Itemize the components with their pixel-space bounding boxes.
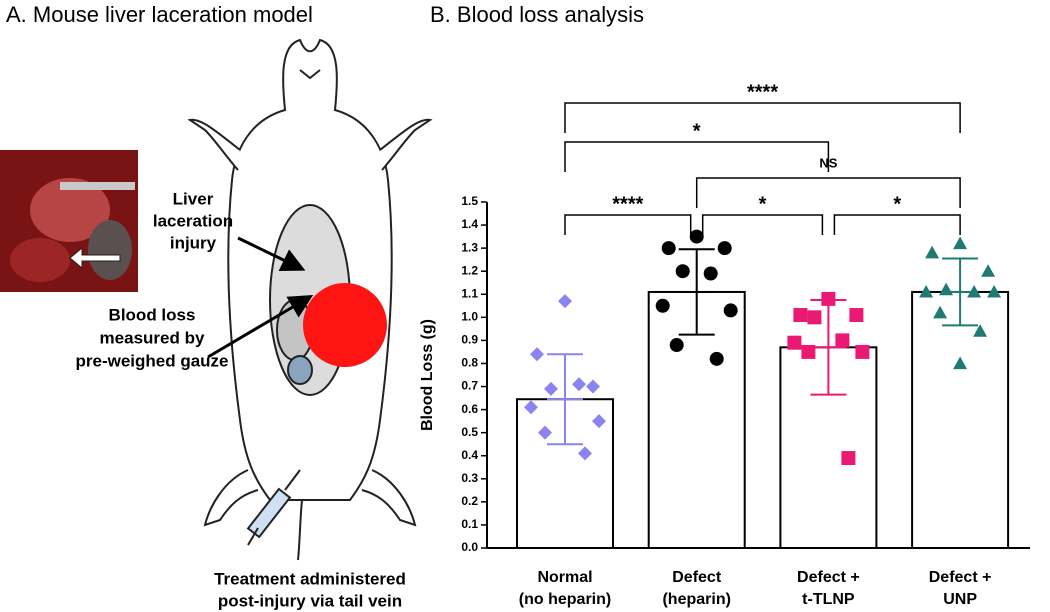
treatment-label: Treatment administered <box>214 569 406 588</box>
point <box>578 446 592 461</box>
significance-label: * <box>759 193 767 215</box>
y-tick-label: 1.4 <box>461 217 478 231</box>
point <box>987 284 1002 298</box>
point <box>841 451 856 466</box>
y-tick-label: 0.5 <box>461 425 478 439</box>
point <box>981 264 996 277</box>
bar <box>911 290 1010 549</box>
x-tick-label: t-TLNP <box>802 591 855 608</box>
point <box>939 282 954 296</box>
y-tick-label: 0.4 <box>461 448 478 462</box>
y-tick-label: 1.2 <box>461 263 478 277</box>
significance-bracket <box>701 214 824 235</box>
x-tick-label: Normal <box>537 569 592 586</box>
gauze-label: pre-weighed gauze <box>75 351 228 370</box>
point <box>530 347 544 362</box>
injury-label: injury <box>170 233 217 252</box>
y-axis-label: Blood Loss (g) <box>419 319 436 431</box>
point <box>835 333 850 348</box>
point <box>821 291 836 306</box>
point <box>801 344 816 359</box>
y-tick-label: 0.8 <box>461 356 478 370</box>
x-tick-label: Defect + <box>929 569 992 586</box>
gauze <box>303 283 387 367</box>
point <box>723 303 738 318</box>
panel-a-title: A. Mouse liver laceration model <box>6 2 313 27</box>
significance-bracket <box>564 214 692 235</box>
point <box>953 356 968 370</box>
point <box>855 344 870 359</box>
point <box>709 351 724 366</box>
point <box>572 377 586 392</box>
point <box>538 425 552 440</box>
point <box>807 310 822 325</box>
point <box>933 305 948 319</box>
significance-label: * <box>693 120 701 142</box>
point <box>793 308 808 323</box>
gauze-arrow <box>207 294 314 359</box>
significance-bracket <box>564 102 961 133</box>
significance-bracket <box>564 141 830 172</box>
y-tick-label: 1.5 <box>461 194 478 208</box>
significance-label: **** <box>612 193 643 215</box>
injury-label: laceration <box>153 211 233 230</box>
y-tick-label: 0.1 <box>461 517 478 531</box>
point <box>586 379 600 394</box>
point <box>717 241 732 256</box>
x-tick-label: Defect <box>672 569 722 586</box>
treatment-label: post-injury via tail vein <box>218 591 402 610</box>
chart-title: B. Blood loss analysis <box>430 2 644 27</box>
x-tick-label: UNP <box>943 591 977 608</box>
point <box>558 294 572 309</box>
point <box>669 338 684 353</box>
point <box>524 400 538 415</box>
injury-label: Liver <box>173 189 214 208</box>
y-tick-label: 0.0 <box>461 540 478 554</box>
y-tick-label: 0.2 <box>461 494 478 508</box>
y-tick-label: 0.7 <box>461 379 478 393</box>
y-tick-label: 0.3 <box>461 471 478 485</box>
x-tick-label: (heparin) <box>662 591 730 608</box>
gauze-label: measured by <box>100 328 205 347</box>
point <box>973 324 988 337</box>
y-tick-label: 1.3 <box>461 240 478 254</box>
point <box>544 381 558 396</box>
point <box>919 284 934 298</box>
liver-photo <box>0 150 138 292</box>
point <box>953 236 968 250</box>
point <box>925 245 940 259</box>
y-tick-label: 0.9 <box>461 333 478 347</box>
significance-bracket <box>833 214 961 235</box>
point <box>703 266 718 281</box>
point <box>689 229 704 244</box>
syringe <box>246 469 301 546</box>
significance-bracket <box>695 177 961 208</box>
point <box>787 335 802 350</box>
y-tick-label: 1.0 <box>461 310 478 324</box>
y-tick-label: 0.6 <box>461 402 478 416</box>
point <box>849 308 864 323</box>
point <box>592 414 606 429</box>
x-tick-label: Defect + <box>797 569 860 586</box>
injury-arrow <box>237 236 306 271</box>
x-tick-label: (no heparin) <box>519 591 611 608</box>
point <box>661 241 676 256</box>
significance-label: **** <box>747 81 778 103</box>
y-tick-label: 1.1 <box>461 286 478 300</box>
mouse-drawing <box>187 38 433 561</box>
gauze-label: Blood loss <box>109 305 196 324</box>
point <box>675 264 690 279</box>
point <box>655 298 670 313</box>
significance-label: * <box>893 193 901 215</box>
